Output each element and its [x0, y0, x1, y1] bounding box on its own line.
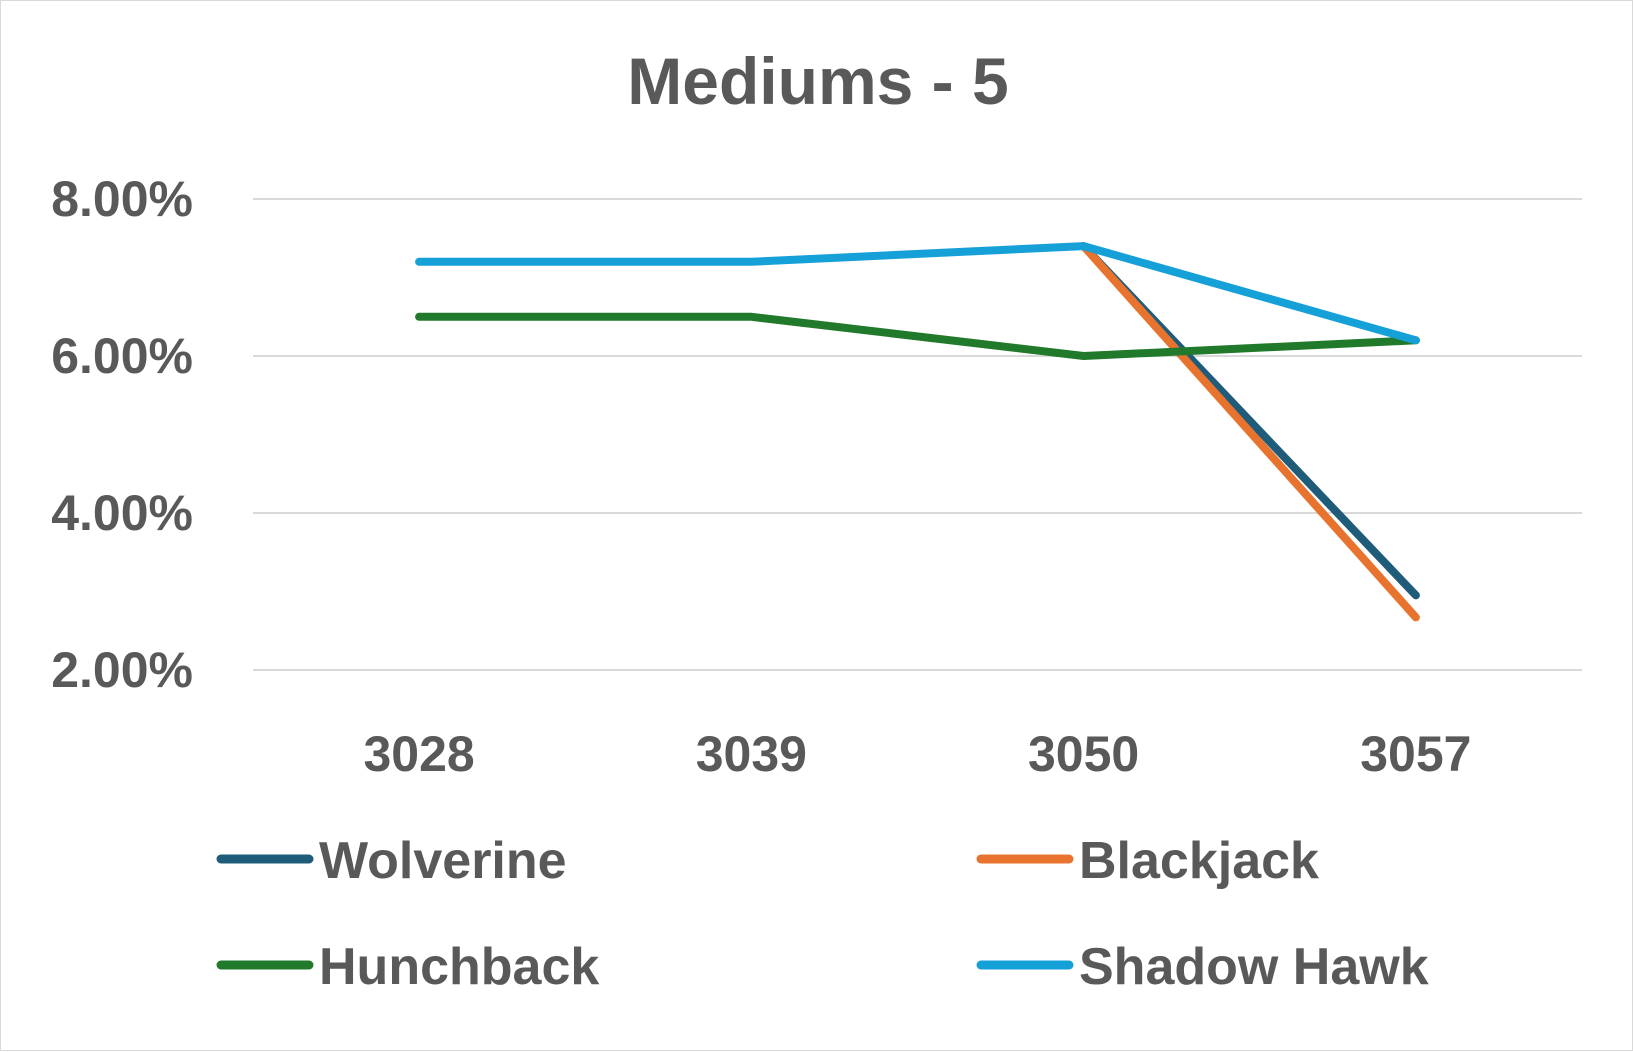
y-tick-label: 6.00% — [51, 328, 193, 384]
x-tick-label: 3050 — [1028, 726, 1139, 782]
chart-title: Mediums - 5 — [627, 44, 1008, 118]
legend-label-shadow-hawk: Shadow Hawk — [1079, 938, 1429, 996]
x-tick-label: 3028 — [364, 726, 475, 782]
gridlines — [253, 198, 1582, 671]
y-axis-ticks: 8.00% 6.00% 4.00% 2.00% — [51, 171, 193, 698]
series-lines — [415, 242, 1420, 622]
y-tick-label: 2.00% — [51, 642, 193, 698]
y-tick-label: 8.00% — [51, 171, 193, 227]
x-axis-ticks: 3028 3039 3050 3057 — [364, 726, 1472, 782]
x-tick-label: 3039 — [696, 726, 807, 782]
series-line-blackjack — [1079, 242, 1420, 622]
x-tick-label: 3057 — [1360, 726, 1471, 782]
series-line-shadow-hawk — [415, 242, 1420, 345]
series-line-hunchback — [415, 312, 1420, 360]
legend-label-blackjack: Blackjack — [1079, 832, 1319, 890]
legend-label-hunchback: Hunchback — [319, 938, 599, 996]
legend: Wolverine Blackjack Hunchback Shadow Hawk — [216, 832, 1429, 996]
y-tick-label: 4.00% — [51, 485, 193, 541]
legend-label-wolverine: Wolverine — [319, 832, 567, 890]
